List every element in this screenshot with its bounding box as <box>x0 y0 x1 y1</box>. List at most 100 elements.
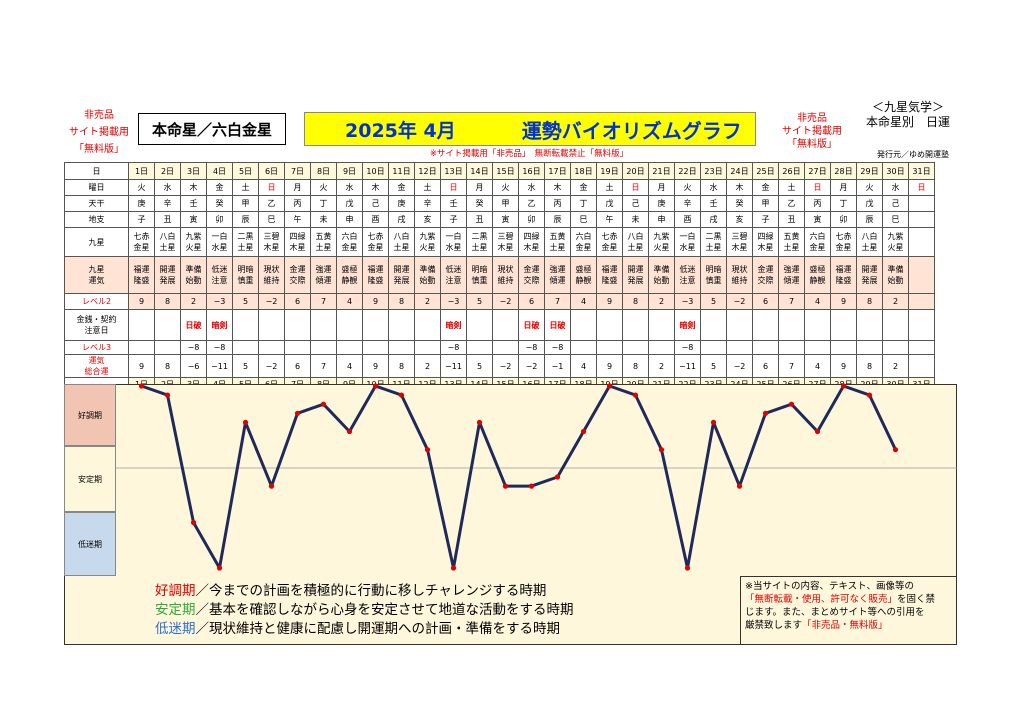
kyusei-cell-line: 八白 <box>393 232 410 241</box>
level2-cell <box>908 293 935 310</box>
kinsen-cell <box>128 309 155 341</box>
honmei-star-box: 本命星／六白金星 <box>138 113 286 145</box>
kyusei-cell-line: 五黄 <box>315 232 332 241</box>
kyusei-cell-line: 九紫 <box>185 232 202 241</box>
data-point-20日 <box>632 392 639 398</box>
data-point-14日 <box>476 419 483 425</box>
level2-cell: 4 <box>804 293 831 310</box>
kyusei-cell-line: 木星 <box>289 243 306 252</box>
unki-cell-line: 隆盛 <box>133 276 150 285</box>
kinsen-cell <box>908 309 935 341</box>
table-row: レベル3 −8 −8 −8 −8 −8 −8 <box>64 340 935 355</box>
row-label-text: 地支 <box>88 215 105 224</box>
note-head: 厳禁致します <box>745 620 803 631</box>
kyusei-cell-line: 二黒 <box>237 232 254 241</box>
kinsen-cell <box>778 309 805 341</box>
brand-block: ＜九星気学＞ 本命星別 日運 <box>858 100 958 130</box>
unki-cell-line: 強運 <box>549 265 566 274</box>
level2-cell: 8 <box>856 293 883 310</box>
kyusei-cell-line: 六白 <box>341 232 358 241</box>
unki-cell-line: 静観 <box>575 276 592 285</box>
level2-cell: −3 <box>206 293 233 310</box>
data-point-21日 <box>658 447 665 453</box>
row-label-text: 九星 <box>88 237 105 247</box>
chart-title: 運勢バイオリズムグラフ <box>521 118 742 143</box>
day-cell: 6日 <box>258 162 285 180</box>
row-label: 運気 総合運 <box>64 354 129 378</box>
unki-cell-line: 開運 <box>861 265 878 274</box>
kyusei-cell-line: 水星 <box>679 243 696 252</box>
unki-cell: 現状 維持 <box>258 256 285 294</box>
kyusei-cell-line: 九紫 <box>419 232 436 241</box>
daily-fortune-table: 日 1日 2日 3日 4日 5日 6日 7日 8日 9日 10日 11日 12日 13日 14日 15日 16日… <box>64 162 935 391</box>
data-point-9日 <box>346 428 353 435</box>
level2-cell: −2 <box>258 293 285 310</box>
kyusei-cell: 九紫 火星 <box>648 227 675 257</box>
unki-cell-line: 始動 <box>419 276 436 285</box>
kyusei-cell: 三碧 木星 <box>726 227 753 257</box>
unki-cell-line: 隆盛 <box>601 276 618 285</box>
unki-cell-line: 交際 <box>289 276 306 285</box>
brand-line: ＜九星気学＞ <box>871 100 944 114</box>
kyusei-cell: 六白 金星 <box>336 227 363 257</box>
unki-cell: 盛極 静観 <box>336 256 363 294</box>
kyusei-cell-line: 四緑 <box>757 232 774 241</box>
title-year: 2025年 4月 <box>345 119 456 142</box>
unki-cell-line: 福運 <box>133 265 150 274</box>
kyusei-cell-line: 金星 <box>341 243 358 252</box>
unki-cell-line: 金運 <box>523 265 540 274</box>
row-label: 地支 <box>64 211 129 228</box>
data-point-26日 <box>788 401 795 407</box>
unki-cell-line: 金運 <box>757 265 774 274</box>
unki-cell: 金運 交際 <box>284 256 311 294</box>
data-point-8日 <box>320 401 327 407</box>
row-label-text: 天干 <box>88 199 105 208</box>
right-notice-line: 「無料版」 <box>787 139 837 150</box>
level2-cell: −2 <box>726 293 753 310</box>
unki-cell-line: 明暗 <box>471 265 488 274</box>
unki-cell-line: 隆盛 <box>835 276 852 285</box>
kyusei-cell-line: 三碧 <box>731 232 748 241</box>
unki-cell: 金運 交際 <box>518 256 545 294</box>
row-label-text: レベル2 <box>81 297 112 306</box>
kinsen-cell <box>336 309 363 341</box>
unki-cell: 福運 隆盛 <box>362 256 389 294</box>
left-free-notice: 非売品 サイト掲載用 「無料版」 <box>64 107 134 158</box>
row-label-text: 日 <box>92 166 101 176</box>
level2-cell: 7 <box>544 293 571 310</box>
unki-cell-line: 隆盛 <box>367 276 384 285</box>
kyusei-cell-line: 七赤 <box>835 232 852 241</box>
unki-cell-line: 注意 <box>679 276 696 285</box>
unki-cell-line: 福運 <box>367 265 384 274</box>
unki-cell: 現状 維持 <box>492 256 519 294</box>
sogo-cell: 9 <box>830 354 857 378</box>
level2-cell: 2 <box>648 293 675 310</box>
legend-low: 低迷期／現状維持と健康に配慮し開運期への計画・準備をする時期 <box>155 620 574 639</box>
unki-cell-line: 慎重 <box>237 276 254 285</box>
unki-cell-line: 慎重 <box>471 276 488 285</box>
kyusei-cell: 三碧 木星 <box>258 227 285 257</box>
fortune-series-line <box>141 384 897 570</box>
level2-cell: 4 <box>570 293 597 310</box>
day-cell: 10日 <box>362 162 389 180</box>
unki-cell-line: 盛極 <box>575 265 592 274</box>
kinsen-cell: 暗剣 <box>440 309 467 341</box>
kyusei-cell-line: 三碧 <box>497 232 514 241</box>
unki-cell: 強運 傾運 <box>544 256 571 294</box>
legend-text: ／今までの計画を積極的に行動に移しチャレンジする時期 <box>195 583 547 599</box>
kyusei-cell-line: 火星 <box>887 243 904 252</box>
unki-cell-line: 準備 <box>185 265 202 274</box>
kyusei-cell-line: 土星 <box>315 243 332 252</box>
level2-cell: 7 <box>778 293 805 310</box>
data-point-4日 <box>216 565 223 571</box>
data-point-6日 <box>268 483 275 489</box>
kyusei-cell-line: 金星 <box>601 243 618 252</box>
kyusei-cell-line: 七赤 <box>367 232 384 241</box>
kyusei-cell-line: 土星 <box>393 243 410 252</box>
kyusei-cell-line: 土星 <box>861 243 878 252</box>
kyusei-cell-line: 一白 <box>445 232 462 241</box>
legend-term: 好調期 <box>155 583 196 599</box>
data-point-22日 <box>684 565 691 571</box>
row-label-text: 総合運 <box>84 367 109 376</box>
usage-notice: ※当サイトの内容、テキスト、画像等の 「無断転載・使用、許可なく販売」を固く禁 … <box>740 576 957 645</box>
